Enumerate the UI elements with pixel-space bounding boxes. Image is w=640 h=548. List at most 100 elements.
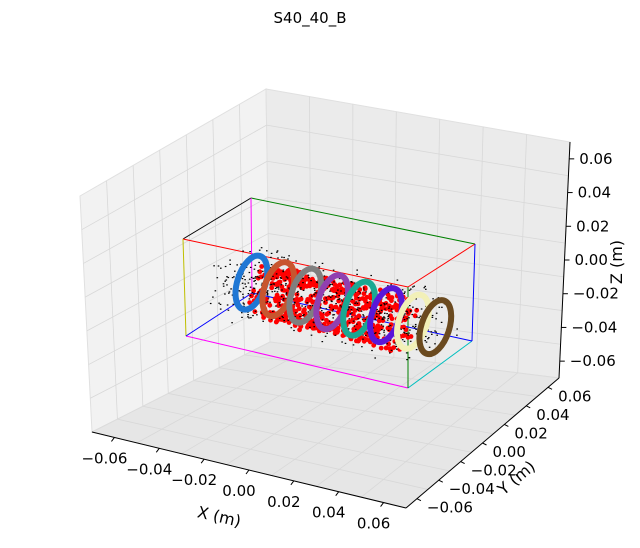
- coil: [394, 291, 432, 352]
- magnet-point: [386, 295, 392, 301]
- field-point: [302, 315, 304, 317]
- magnet-point: [383, 345, 389, 351]
- x-axis-label: X (m): [196, 502, 243, 530]
- field-point: [348, 306, 350, 309]
- field-point: [228, 291, 231, 293]
- field-point: [321, 341, 324, 343]
- field-point: [282, 316, 284, 319]
- field-point: [286, 277, 289, 279]
- field-point: [387, 315, 389, 317]
- field-point: [436, 334, 438, 336]
- field-point: [254, 264, 257, 266]
- field-point: [260, 312, 263, 314]
- field-point: [213, 265, 215, 267]
- field-point: [375, 332, 377, 334]
- y-tick-label: −0.04: [449, 480, 495, 498]
- field-point: [332, 308, 335, 310]
- field-point: [247, 314, 249, 316]
- field-point: [338, 298, 340, 300]
- field-point: [253, 293, 255, 295]
- field-point: [236, 264, 238, 266]
- magnet-point: [326, 295, 331, 301]
- grid-line: [244, 354, 538, 397]
- x-tick-mark: [245, 469, 250, 475]
- field-point: [388, 306, 391, 308]
- field-point: [332, 317, 334, 319]
- field-point: [299, 316, 301, 318]
- y-tick-mark: [504, 423, 509, 427]
- field-point: [248, 298, 251, 300]
- field-point: [309, 309, 311, 311]
- field-point: [331, 283, 333, 285]
- field-point: [242, 250, 244, 252]
- field-point: [441, 306, 443, 308]
- field-point: [440, 321, 443, 323]
- field-point: [284, 279, 287, 281]
- field-point: [222, 285, 225, 287]
- magnet-point: [282, 271, 287, 277]
- field-point: [386, 319, 389, 321]
- x-tick-label: 0.06: [357, 515, 390, 533]
- field-point: [432, 298, 434, 300]
- field-point: [314, 262, 317, 264]
- grid-line: [212, 119, 220, 368]
- grid-line: [185, 134, 195, 381]
- z-tick-label: 0.04: [578, 184, 611, 202]
- magnet-point: [276, 268, 281, 273]
- field-point: [423, 287, 426, 289]
- field-point: [383, 302, 385, 305]
- magnet-point: [319, 316, 325, 321]
- magnet-point: [361, 291, 367, 297]
- field-point: [300, 295, 303, 298]
- field-point: [277, 286, 280, 288]
- y-tick-label: 0.04: [536, 406, 569, 424]
- field-point: [362, 338, 364, 340]
- field-point: [248, 271, 251, 274]
- field-point: [408, 289, 411, 291]
- field-point: [277, 288, 280, 290]
- magnet-point: [310, 299, 316, 305]
- field-point: [218, 302, 220, 304]
- magnet-point: [293, 299, 299, 305]
- field-point: [374, 318, 377, 320]
- grid-line: [393, 111, 397, 358]
- field-point: [358, 290, 360, 292]
- x-tick-label: −0.04: [126, 460, 172, 478]
- field-point: [308, 277, 310, 279]
- field-point: [253, 268, 256, 270]
- field-point: [344, 292, 346, 294]
- field-point: [378, 317, 380, 319]
- field-point: [395, 345, 398, 347]
- y-ticks: −0.06−0.04−0.020.000.020.040.06: [416, 386, 591, 517]
- field-point: [302, 282, 304, 284]
- field-point: [302, 289, 305, 291]
- field-point: [313, 294, 315, 296]
- field-point: [270, 283, 273, 285]
- field-point: [296, 294, 299, 296]
- field-point: [428, 337, 430, 339]
- field-point: [416, 316, 418, 318]
- field-point: [347, 308, 349, 310]
- field-point: [359, 292, 362, 294]
- field-point: [420, 308, 423, 310]
- field-point: [231, 277, 234, 279]
- field-point: [231, 294, 234, 296]
- field-point: [313, 287, 316, 290]
- field-point: [362, 323, 365, 325]
- field-point: [227, 276, 230, 279]
- field-point: [341, 341, 343, 343]
- field-point: [415, 328, 417, 330]
- field-point: [412, 286, 414, 288]
- field-point: [365, 334, 367, 336]
- field-point: [390, 308, 393, 310]
- grid-line: [117, 418, 428, 490]
- field-point: [363, 287, 365, 289]
- field-point: [250, 276, 253, 278]
- field-point: [325, 308, 328, 310]
- magnet-point: [259, 264, 265, 269]
- field-point: [357, 307, 359, 309]
- z-tick-label: −0.04: [571, 318, 617, 336]
- x-tick-mark: [290, 480, 295, 486]
- field-point: [214, 290, 217, 292]
